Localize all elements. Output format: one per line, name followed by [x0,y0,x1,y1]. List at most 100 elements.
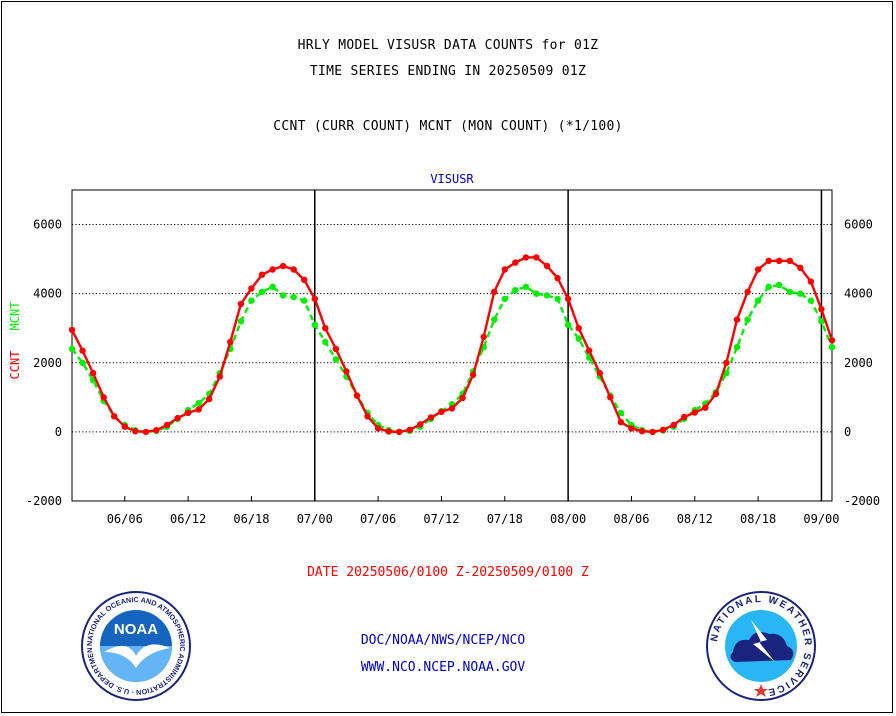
data-point-ccnt [79,347,86,354]
x-tick-label: 06/12 [170,512,206,526]
data-point-mcnt [279,292,287,299]
data-point-ccnt [702,404,709,411]
data-point-ccnt [269,266,276,273]
data-point-mcnt [564,321,572,328]
data-point-ccnt [279,262,287,270]
data-point-ccnt [311,295,318,303]
data-point-ccnt [237,300,245,308]
date-range-label: DATE 20250506/0100 Z-20250509/0100 Z [307,565,589,580]
data-point-ccnt [649,428,656,436]
data-point-mcnt [248,297,255,304]
data-point-mcnt [258,288,266,296]
data-point-ccnt [163,421,171,429]
data-point-mcnt [68,345,76,353]
data-point-ccnt [554,274,561,282]
y-tick-label-left: 4000 [33,287,62,301]
noaa-logo: NOAA NATIONAL OCEANIC AND ATMOSPHERIC AD… [80,590,191,701]
data-point-mcnt [744,316,751,323]
data-point-ccnt [427,414,435,421]
chart-title: VISUSR [430,172,474,186]
data-point-mcnt [776,281,783,289]
data-point-ccnt [638,428,646,435]
title-line-1: HRLY MODEL VISUSR DATA COUNTS for 01Z [297,38,599,53]
data-point-ccnt [586,347,593,354]
data-point-mcnt [575,335,582,342]
noaa-wordmark: NOAA [114,621,158,638]
data-point-ccnt [121,423,128,430]
x-tick-label: 08/06 [613,512,649,526]
data-point-ccnt [522,254,530,261]
x-tick-label: 07/18 [487,512,523,526]
data-point-ccnt [628,425,635,432]
data-point-ccnt [132,428,139,435]
data-point-ccnt [364,413,371,420]
y-tick-label-right: 6000 [844,218,873,232]
x-tick-label: 07/00 [297,512,333,526]
data-point-ccnt [797,264,804,271]
data-point-ccnt [438,408,445,415]
data-point-ccnt [68,326,76,334]
y-tick-label-right: 0 [844,425,851,439]
y-axis-label-mcnt: MCNT [8,302,22,331]
data-point-ccnt [174,414,181,422]
data-point-ccnt [142,428,150,436]
data-point-ccnt [396,428,403,436]
data-point-ccnt [448,405,456,412]
data-point-ccnt [301,276,308,283]
data-point-ccnt [712,390,720,398]
data-point-ccnt [564,295,572,303]
data-point-ccnt [818,306,825,313]
data-point-ccnt [533,254,540,261]
data-point-mcnt [765,283,772,290]
data-point-ccnt [184,409,192,417]
data-point-ccnt [723,359,730,366]
data-point-ccnt [153,427,160,434]
x-tick-label: 08/12 [677,512,713,526]
y-tick-label-left: -2000 [26,494,62,508]
data-point-ccnt [744,288,751,296]
data-point-ccnt [512,259,519,266]
org-line: DOC/NOAA/NWS/NCEP/NCO [360,633,526,648]
data-point-ccnt [670,421,677,429]
data-point-ccnt [596,369,603,377]
data-point-ccnt [258,271,266,278]
data-point-ccnt [733,316,741,323]
data-point-mcnt [332,356,340,363]
data-point-mcnt [512,287,519,294]
data-point-ccnt [681,413,688,421]
plot-area [71,189,833,502]
data-point-mcnt [322,338,329,346]
url-line: WWW.NCO.NCEP.NOAA.GOV [360,660,526,675]
data-point-mcnt [723,369,730,377]
data-point-ccnt [227,338,234,346]
data-point-mcnt [554,295,561,303]
data-point-mcnt [311,321,318,328]
data-point-ccnt [480,333,487,341]
data-point-mcnt [237,318,245,325]
data-point-ccnt [385,428,392,435]
data-point-ccnt [491,288,498,296]
data-point-ccnt [195,406,202,413]
x-tick-label: 06/06 [107,512,143,526]
data-point-ccnt [89,369,97,377]
data-point-ccnt [332,345,340,353]
y-tick-label-left: 2000 [33,356,62,370]
data-point-ccnt [543,262,551,270]
y-tick-label-right: 4000 [844,287,873,301]
data-point-mcnt [818,318,825,325]
data-point-mcnt [501,295,508,303]
title-line-2: TIME SERIES ENDING IN 20250509 01Z [309,64,587,79]
x-tick-label: 07/06 [360,512,396,526]
data-point-ccnt [754,266,762,273]
data-point-ccnt [807,278,815,285]
data-point-ccnt [417,421,424,428]
y-tick-label-left: 6000 [33,218,62,232]
data-point-ccnt [290,266,297,273]
data-point-ccnt [374,425,382,432]
y-tick-label-right: 2000 [844,356,873,370]
data-point-ccnt [343,368,350,375]
data-point-mcnt [786,288,793,296]
data-point-mcnt [797,290,804,297]
x-tick-label: 07/12 [423,512,459,526]
